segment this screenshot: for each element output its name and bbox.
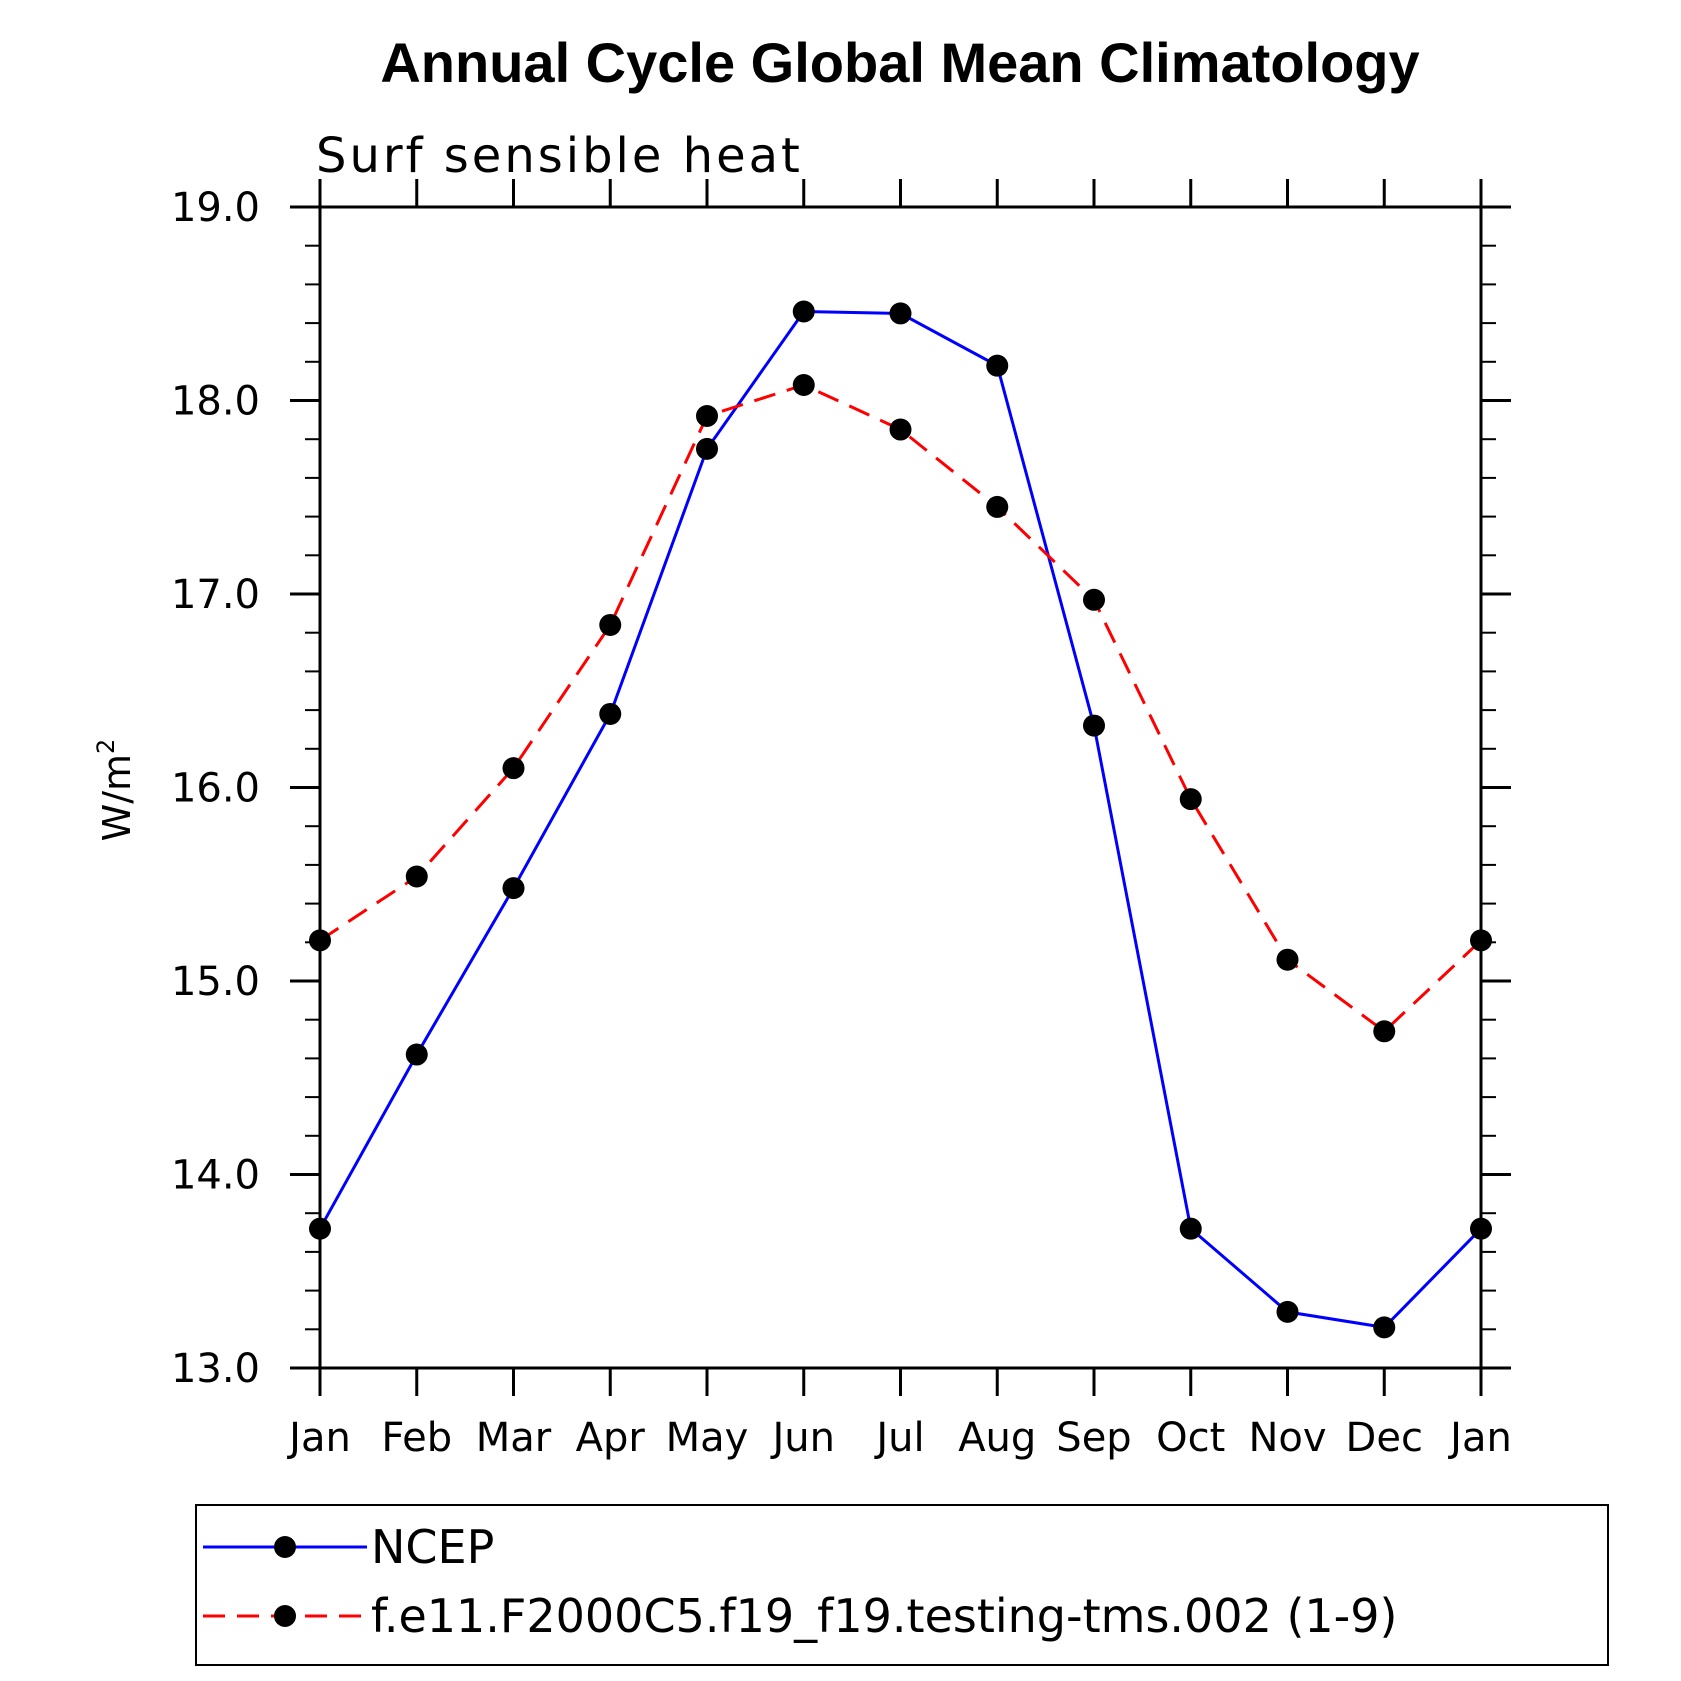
x-tick-label: Aug xyxy=(958,1415,1036,1461)
data-point xyxy=(986,495,1009,518)
x-tick-label: Sep xyxy=(1056,1415,1131,1461)
legend-box xyxy=(195,1504,1609,1666)
data-point xyxy=(1083,588,1105,611)
data-point xyxy=(1276,1300,1299,1323)
y-tick-label: 15.0 xyxy=(171,959,260,1005)
data-point xyxy=(1179,1217,1202,1240)
y-axis-label-superscript: 2 xyxy=(92,739,120,754)
data-point xyxy=(696,437,718,460)
svg-text:W/m2: W/m2 xyxy=(92,739,139,842)
y-tick-label: 13.0 xyxy=(171,1346,260,1392)
data-point xyxy=(599,702,622,725)
x-tick-label: Apr xyxy=(576,1415,646,1461)
y-tick-label: 17.0 xyxy=(171,572,260,618)
series-line xyxy=(318,309,1483,1330)
x-tick-label: Jul xyxy=(873,1415,924,1461)
series-line xyxy=(319,383,1483,1034)
y-tick-label: 18.0 xyxy=(171,379,260,425)
data-point xyxy=(889,418,912,441)
data-point xyxy=(1373,1316,1396,1339)
y-tick-label: 14.0 xyxy=(171,1153,260,1199)
data-point xyxy=(502,757,525,780)
data-point xyxy=(986,354,1009,377)
data-point xyxy=(1179,788,1202,811)
data-point xyxy=(1373,1020,1396,1043)
x-tick-label: Dec xyxy=(1346,1415,1423,1461)
chart-title: Annual Cycle Global Mean Climatology xyxy=(380,31,1419,94)
y-axis-label: W/m2 xyxy=(92,739,139,842)
legend-label-model: f.e11.F2000C5.f19_f19.testing-tms.002 (1… xyxy=(371,1589,1398,1643)
y-axis-label-text: W/m xyxy=(95,754,139,841)
y-tick-label: 19.0 xyxy=(171,185,260,231)
data-point xyxy=(405,1043,428,1066)
x-tick-label: Jan xyxy=(286,1415,351,1461)
data-point xyxy=(599,613,622,636)
y-tick-label: 16.0 xyxy=(171,766,260,812)
data-point xyxy=(792,374,815,397)
tick-marks xyxy=(290,179,1511,1396)
x-tick-label: Nov xyxy=(1248,1415,1326,1461)
x-tick-label: May xyxy=(666,1415,749,1461)
tick-labels: Jan Feb Mar Apr May Jun Jul Aug Sep Oct Nov Dec Jan 1… xyxy=(171,185,1512,1461)
data-point xyxy=(1276,948,1299,971)
plot-frame xyxy=(318,205,1483,1370)
legend: NCEP f.e11.F2000C5.f19_f19.testing-tms.0… xyxy=(195,1504,1609,1666)
data-point xyxy=(889,302,912,325)
legend-marker-model xyxy=(274,1605,296,1627)
x-tick-label: Oct xyxy=(1156,1415,1225,1461)
x-tick-label: Mar xyxy=(476,1415,552,1461)
chart-subtitle: Surf sensible heat xyxy=(316,128,803,184)
plot-series xyxy=(309,300,1492,1339)
x-tick-label: Feb xyxy=(381,1415,452,1461)
data-point xyxy=(792,300,815,323)
data-point xyxy=(696,404,718,427)
legend-marker-ncep xyxy=(274,1536,296,1558)
x-tick-label: Jan xyxy=(1447,1415,1512,1461)
x-tick-label: Jun xyxy=(770,1415,836,1461)
legend-label-ncep: NCEP xyxy=(371,1520,494,1574)
data-point xyxy=(1083,714,1105,737)
data-point xyxy=(502,877,525,900)
data-point xyxy=(405,865,428,888)
